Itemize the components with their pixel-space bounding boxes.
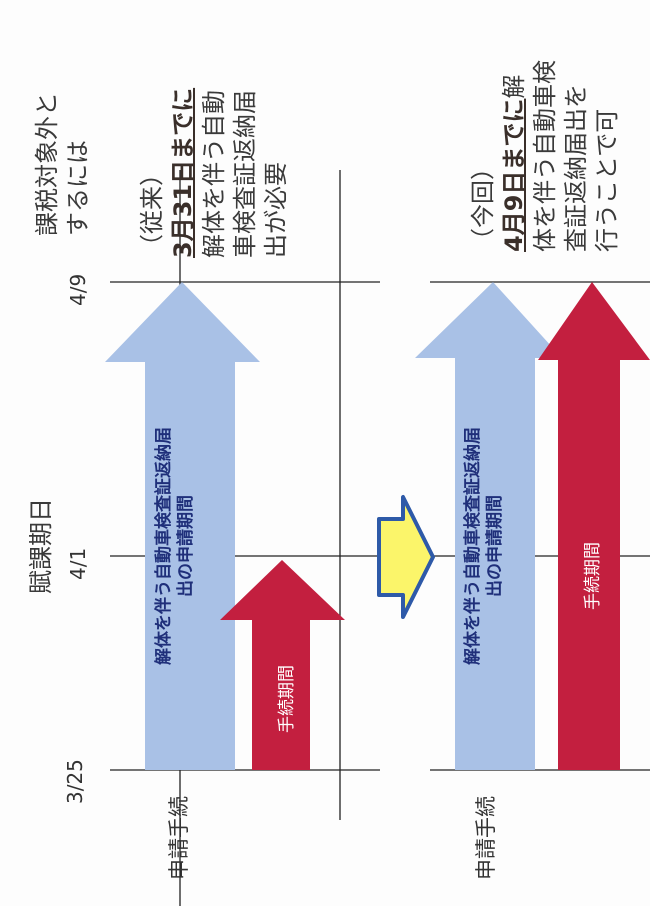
red-arrow-current [538,282,650,770]
tick-label-4-9: 4/9 [66,273,90,306]
transition-arrow-icon [377,495,435,619]
red-arrow-label-current: 手続期間 [583,542,603,610]
red-arrow-label-previous: 手続期間 [277,665,297,733]
blue-arrow-current [415,282,562,770]
red-arrow-previous [220,560,345,770]
note-previous: （従来） 3月31日までに 解体を伴う自動 車検査証返納届 出が必要 [138,87,290,258]
tick-label-4-1: 4/1 [66,547,90,580]
axis-title: 賦課期日 [27,498,55,594]
conclusion-title: 課税対象外と するには [33,92,92,236]
blue-arrow-previous [105,282,260,770]
blue-arrow-label-previous: 解体を伴う自動車検査証返納届 出の申請期間 [154,427,196,665]
row-label-current: 申請手続 [474,796,498,880]
note-current: （今回） 4月9日までに解 体を伴う自動車検 査証返納届出を 行うことで可 [469,60,621,252]
tick-label-3-25: 3/25 [63,759,87,804]
row-label-previous: 申請手続 [167,796,191,880]
blue-arrow-label-current: 解体を伴う自動車検査証返納届 出の申請期間 [463,427,505,665]
